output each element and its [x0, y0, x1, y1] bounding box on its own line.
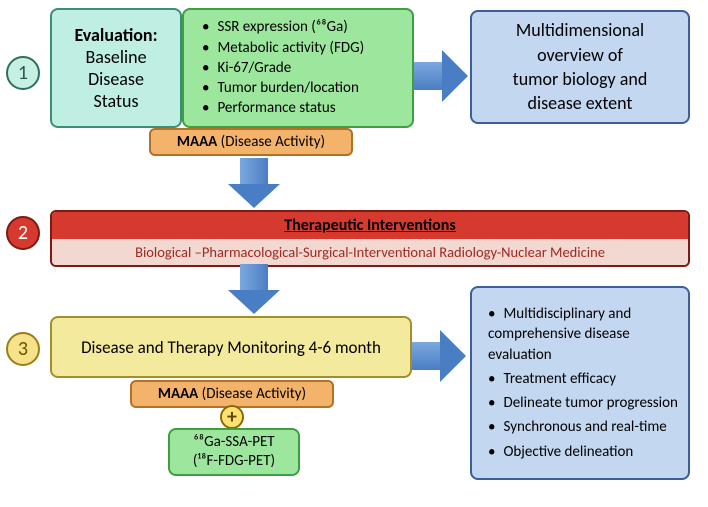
pet-l2: (¹⁸F-FDG-PET) [170, 452, 298, 471]
plus-icon: + [220, 405, 244, 429]
therapy-body: Biological –Pharmacological-Surgical-Int… [52, 239, 688, 265]
monitoring-text: Disease and Therapy Monitoring 4-6 month [52, 337, 410, 358]
param-item: Metabolic activity (FDG) [202, 38, 408, 58]
outcome-item: Multidisciplinary and comprehensive dise… [488, 304, 682, 365]
maaa2-bold: MAAA [158, 385, 198, 403]
param-item: Tumor burden/location [202, 78, 408, 98]
eval-line2: Disease [56, 68, 176, 90]
outcomes-box: Multidisciplinary and comprehensive dise… [470, 286, 690, 480]
pet-l1: ⁶⁸Ga-SSA-PET [170, 433, 298, 452]
parameters-box: SSR expression (⁶⁸Ga) Metabolic activity… [182, 8, 414, 128]
outcomes-list: Multidisciplinary and comprehensive dise… [478, 304, 682, 462]
overview-l2: overview of [478, 43, 682, 67]
parameters-list: SSR expression (⁶⁸Ga) Metabolic activity… [188, 17, 408, 118]
arrow-down-2 [228, 264, 280, 314]
arrow-down-1 [228, 158, 280, 208]
overview-l4: disease extent [478, 91, 682, 115]
param-item: SSR expression (⁶⁸Ga) [202, 17, 408, 37]
therapy-header: Therapeutic Interventions [52, 212, 688, 239]
monitoring-box: Disease and Therapy Monitoring 4-6 month [50, 316, 412, 378]
therapy-box: Therapeutic Interventions Biological –Ph… [50, 210, 690, 267]
maaa1-bold: MAAA [177, 133, 217, 151]
overview-l3: tumor biology and [478, 67, 682, 91]
outcome-item: Objective delineation [488, 442, 682, 462]
param-item: Ki-67/Grade [202, 58, 408, 78]
step-3-circle: 3 [6, 332, 40, 366]
evaluation-box: Evaluation: Baseline Disease Status [50, 8, 182, 128]
maaa-box-2: MAAA (Disease Activity) [130, 380, 334, 408]
maaa2-rest: (Disease Activity) [198, 385, 306, 403]
param-item: Performance status [202, 98, 408, 118]
maaa1-rest: (Disease Activity) [217, 133, 325, 151]
eval-line3: Status [56, 90, 176, 112]
step-3-num: 3 [18, 337, 28, 361]
step-2-num: 2 [18, 221, 28, 245]
eval-title: Evaluation: [74, 24, 157, 46]
eval-line1: Baseline [56, 46, 176, 68]
step-1-num: 1 [18, 61, 28, 85]
outcome-item: Synchronous and real-time [488, 417, 682, 437]
maaa-box-1: MAAA (Disease Activity) [149, 128, 353, 156]
therapy-header-text: Therapeutic Interventions [284, 216, 456, 235]
outcome-item: Delineate tumor progression [488, 393, 682, 413]
overview-l1: Multidimensional [478, 18, 682, 42]
arrow-right-overview [414, 50, 468, 102]
outcome-item: Treatment efficacy [488, 369, 682, 389]
step-2-circle: 2 [6, 216, 40, 250]
therapy-body-text: Biological –Pharmacological-Surgical-Int… [135, 243, 605, 261]
pet-box: ⁶⁸Ga-SSA-PET (¹⁸F-FDG-PET) [168, 428, 300, 476]
step-1-circle: 1 [6, 56, 40, 90]
arrow-right-outcomes [412, 330, 466, 382]
overview-box: Multidimensional overview of tumor biolo… [470, 10, 690, 124]
